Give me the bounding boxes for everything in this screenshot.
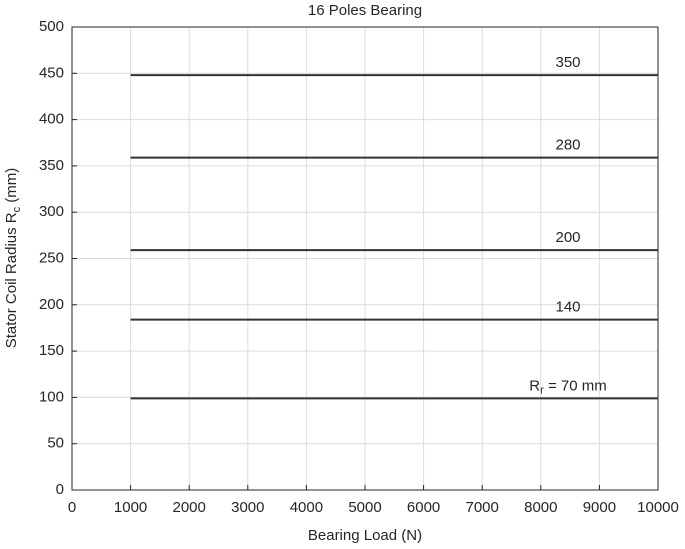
series-label-part: 140	[555, 299, 580, 316]
x-axis-label: Bearing Load (N)	[308, 527, 422, 544]
y-axis-label-rest: (mm)	[3, 168, 20, 207]
series-label-part: 280	[555, 137, 580, 154]
y-axis-label-main: Stator Coil Radius R	[3, 212, 20, 348]
series-label-part: = 70 mm	[544, 377, 607, 394]
y-tick-label: 250	[39, 249, 64, 266]
x-tick-label: 9000	[583, 499, 616, 516]
series-label: Rr = 70 mm	[529, 377, 606, 396]
y-tick-label: 450	[39, 64, 64, 81]
chart-title: 16 Poles Bearing	[308, 2, 422, 19]
y-tick-label: 150	[39, 342, 64, 359]
x-tick-label: 5000	[348, 499, 381, 516]
x-tick-label: 2000	[173, 499, 206, 516]
y-axis-label: Stator Coil Radius Rc (mm)	[3, 168, 23, 349]
y-tick-label: 400	[39, 111, 64, 128]
y-tick-label: 350	[39, 157, 64, 174]
series-label-part: r	[540, 384, 544, 396]
y-tick-label: 100	[39, 388, 64, 405]
x-tick-label: 1000	[114, 499, 147, 516]
x-tick-label: 3000	[231, 499, 264, 516]
x-tick-label: 7000	[466, 499, 499, 516]
series-label-part: 350	[555, 54, 580, 71]
x-tick-label: 4000	[290, 499, 323, 516]
x-tick-label: 0	[68, 499, 76, 516]
x-tick-label: 10000	[637, 499, 679, 516]
series-label: 350	[555, 54, 580, 71]
y-tick-label: 300	[39, 203, 64, 220]
y-tick-label: 0	[56, 481, 64, 498]
y-tick-label: 50	[47, 435, 64, 452]
plot-frame	[71, 26, 659, 491]
x-tick-label: 6000	[407, 499, 440, 516]
y-tick-label: 200	[39, 296, 64, 313]
x-tick-label: 8000	[524, 499, 557, 516]
series-label: 140	[555, 299, 580, 316]
y-axis-label-sub: c	[11, 206, 23, 212]
series-label-part: 200	[555, 229, 580, 246]
series-label: 200	[555, 229, 580, 246]
series-label: 280	[555, 137, 580, 154]
y-tick-label: 500	[39, 18, 64, 35]
series-label-part: R	[529, 377, 540, 394]
